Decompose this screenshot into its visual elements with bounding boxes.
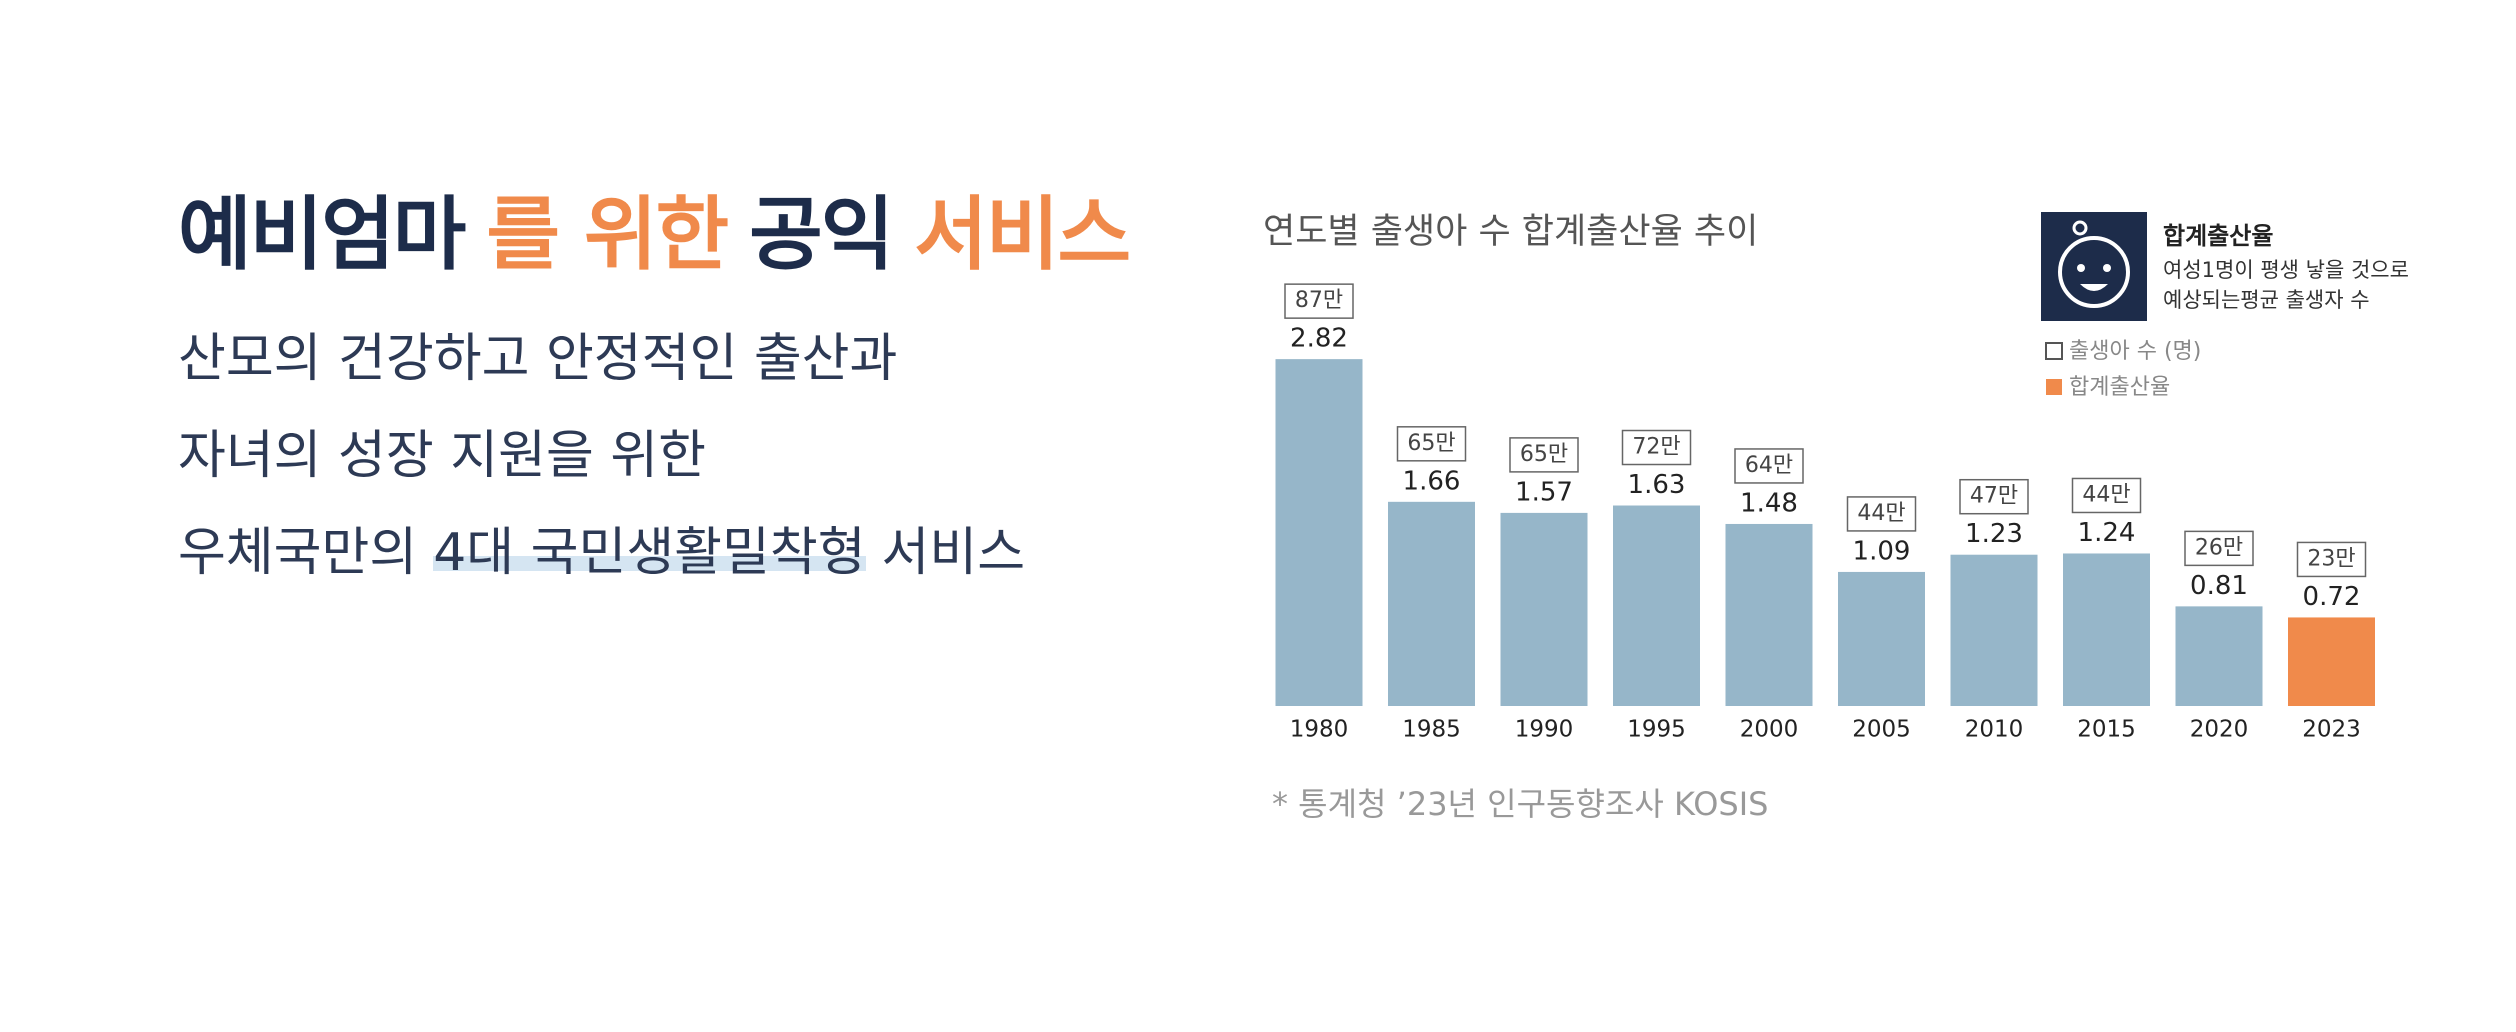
x-tick-label: 2010 — [1965, 717, 2024, 743]
bar — [2063, 553, 2150, 706]
legend-swatch — [2045, 342, 2063, 360]
x-tick-label: 2015 — [2077, 717, 2136, 743]
value-label: 2.82 — [1290, 324, 1348, 354]
headline: 예비엄마 를 위한 공익 서비스 — [178, 170, 1151, 286]
x-tick-label: 2023 — [2302, 717, 2361, 743]
x-tick-label: 1990 — [1515, 717, 1574, 743]
icon-eye — [2077, 264, 2085, 272]
subtitle-part: 서비스 — [881, 523, 1026, 583]
legend-label: 출생아 수 (명) — [2069, 339, 2201, 364]
value-label: 1.09 — [1853, 536, 1911, 566]
note-line: 여성1명이 평생 낳을 것으로 — [2163, 258, 2409, 282]
value-label: 1.66 — [1403, 466, 1461, 496]
births-label: 65만 — [1520, 442, 1568, 467]
value-label: 1.57 — [1515, 477, 1573, 507]
bar — [1838, 571, 1925, 706]
births-label: 72만 — [1632, 435, 1680, 460]
headline-part: 공익 — [749, 188, 894, 281]
births-label: 47만 — [1970, 484, 2018, 509]
births-box — [2296, 541, 2367, 578]
births-label: 44만 — [2082, 482, 2130, 507]
subtitle-line: 자녀의 성장 지원을 위한 — [178, 426, 706, 486]
bar — [1275, 359, 1363, 706]
births-label: 65만 — [1407, 431, 1455, 456]
bar — [2288, 617, 2375, 706]
bar — [2175, 606, 2263, 706]
subtitle-line: 산모의 건강하고 안정적인 출산과 — [178, 329, 898, 389]
headline-part: 예비엄마 — [178, 188, 466, 281]
value-label: 0.72 — [2303, 582, 2361, 612]
births-box — [2071, 477, 2142, 514]
note-title: 합계출산율 — [2163, 222, 2273, 250]
births-box — [1396, 426, 1467, 462]
note-line: 예상되는평균 출생자 수 — [2163, 288, 2370, 312]
bar — [1950, 554, 2038, 706]
value-label: 0.81 — [2190, 571, 2248, 601]
subtitle-line: 우체국만의 4대 국민생활밀착형 서비스 — [178, 510, 1151, 585]
births-label: 26만 — [2195, 535, 2243, 560]
value-label: 1.63 — [1628, 470, 1686, 500]
icon-hair — [2072, 220, 2088, 236]
icon-mouth — [2080, 284, 2108, 291]
births-box — [1959, 478, 2029, 515]
subtitle-part: 우체국만의 — [178, 523, 418, 583]
x-tick-label: 2005 — [1852, 717, 1911, 743]
births-label: 87만 — [1295, 288, 1343, 313]
icon-face — [2058, 236, 2130, 308]
source: * 통계청 ’23년 인구동향조사 KOSIS — [1272, 785, 1768, 823]
x-tick-label: 1985 — [1402, 717, 1461, 743]
bar — [1725, 523, 1813, 706]
births-label: 23만 — [2307, 546, 2355, 571]
births-box — [2184, 530, 2254, 567]
births-box — [1284, 283, 1354, 319]
births-box — [1621, 429, 1692, 466]
value-label: 1.24 — [2078, 518, 2136, 548]
births-box — [1846, 496, 1917, 532]
births-label: 44만 — [1857, 501, 1905, 526]
value-label: 1.48 — [1740, 488, 1798, 518]
intro: 예비엄마 를 위한 공익 서비스 산모의 건강하고 안정적인 출산과 자녀의 성장 지… — [178, 170, 1151, 585]
x-tick-label: 2000 — [1740, 717, 1799, 743]
legend-swatch — [2046, 379, 2062, 395]
births-label: 64만 — [1745, 453, 1793, 478]
icon-eye — [2103, 264, 2111, 272]
note-icon — [2041, 212, 2147, 321]
x-tick-label: 2020 — [2190, 717, 2249, 743]
bar — [1500, 512, 1588, 706]
births-box — [1509, 437, 1579, 473]
subtitle-highlight: 4대 국민생활밀착형 — [433, 523, 866, 583]
x-tick-label: 1980 — [1290, 717, 1349, 743]
value-label: 1.23 — [1965, 519, 2023, 549]
births-box — [1734, 448, 1804, 484]
legend-label: 합계출산율 — [2069, 375, 2170, 400]
headline-part: 서비스 — [914, 188, 1131, 281]
bar — [1613, 505, 1700, 706]
x-tick-label: 1995 — [1627, 717, 1686, 743]
headline-part: 를 위한 — [486, 188, 729, 281]
chart-title: 연도별 출생아 수 합계출산율 추이 — [1263, 212, 1758, 252]
bar — [1388, 501, 1475, 706]
